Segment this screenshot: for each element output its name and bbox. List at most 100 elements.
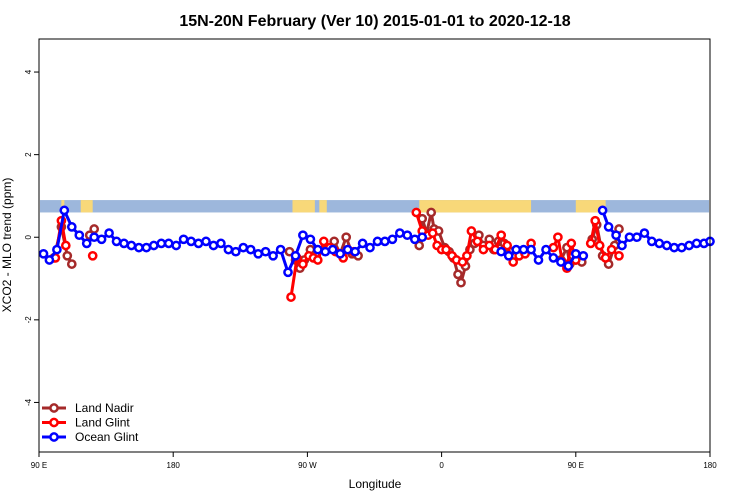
ocean-glint-point: [617, 240, 627, 251]
ocean-glint-point: [134, 242, 144, 253]
ocean-glint-point: [327, 244, 338, 255]
ocean-glint-point: [409, 234, 420, 245]
ocean-glint-point: [238, 242, 249, 253]
ocean-glint-point: [387, 234, 398, 245]
ocean-glint-point: [59, 205, 70, 216]
ocean-glint-point: [335, 248, 346, 259]
chart-title: 15N-20N February (Ver 10) 2015-01-01 to …: [179, 13, 570, 30]
ocean-glint-point: [342, 244, 353, 255]
ocean-glint-point: [394, 228, 405, 238]
ocean-glint-point: [216, 238, 226, 249]
x-tick-label-3: 0: [439, 461, 444, 470]
ocean-glint-point: [312, 244, 323, 255]
ocean-glint-point: [208, 240, 219, 251]
ocean-glint-point: [357, 238, 368, 249]
ocean-glint-point: [518, 244, 529, 255]
land-nadir-point: [426, 207, 437, 218]
ocean-glint-point: [81, 238, 92, 249]
ocean-glint-point: [372, 236, 383, 247]
ocean-glint-point: [66, 222, 77, 232]
ocean-glint-point: [533, 255, 544, 265]
ocean-glint-point: [104, 228, 114, 238]
ocean-glint-point: [171, 240, 182, 251]
ocean-glint-point: [578, 250, 589, 261]
land-ocean-band: [40, 200, 709, 213]
ocean-glint-point: [283, 267, 293, 278]
ocean-glint-point: [178, 234, 189, 245]
y-tick-label-3: 2: [24, 152, 33, 157]
ocean-glint-point: [44, 255, 55, 265]
land-glint-point: [600, 253, 611, 263]
ocean-glint-point: [141, 242, 152, 253]
land-segment-1: [80, 200, 93, 213]
land-nadir-point: [414, 240, 425, 251]
ocean-glint-point: [275, 244, 286, 255]
ocean-glint-point: [563, 261, 574, 271]
ocean-glint-point: [548, 253, 559, 263]
legend-marker-land-nadir: [49, 403, 59, 413]
land-glint-point: [286, 292, 296, 302]
land-glint-point: [87, 250, 98, 261]
ocean-glint-point: [380, 236, 390, 247]
plot-frame: [38, 38, 711, 453]
y-tick-label-4: 4: [24, 69, 33, 74]
ocean-glint-point: [541, 244, 551, 255]
land-nadir-point: [66, 259, 77, 269]
y-tick-label-0: -4: [24, 398, 33, 406]
ocean-glint-point: [603, 222, 614, 232]
ocean-glint-point: [298, 230, 308, 241]
land-glint-point: [466, 226, 477, 236]
land-glint-point: [427, 228, 438, 238]
land-glint-point: [548, 242, 559, 253]
ocean-glint-point: [350, 246, 360, 257]
land-glint-point: [508, 257, 519, 267]
ocean-glint-point: [268, 250, 278, 261]
series-ocean-glint: [38, 205, 715, 278]
land-glint-point: [411, 207, 422, 218]
ocean-glint-point: [253, 248, 264, 259]
ocean-glint-point: [148, 240, 159, 251]
x-tick-label-1: 180: [167, 461, 181, 470]
ocean-glint-point: [611, 230, 621, 241]
ocean-glint-point: [365, 242, 375, 253]
ocean-glint-point: [126, 240, 137, 251]
ocean-glint-point: [245, 244, 256, 255]
ocean-glint-point: [654, 238, 665, 249]
land-glint-point: [502, 240, 513, 251]
x-tick-label-2: 90 W: [298, 461, 317, 470]
ocean-glint-point: [201, 236, 211, 247]
ocean-glint-point: [96, 234, 107, 245]
ocean-glint-point: [556, 257, 566, 267]
legend-label-land-glint: Land Glint: [75, 416, 130, 430]
land-nadir-point: [456, 277, 466, 288]
x-tick-label-5: 180: [703, 461, 717, 470]
ocean-glint-point: [163, 238, 174, 249]
land-glint-point: [457, 257, 468, 267]
land-nadir-point: [62, 250, 73, 261]
ocean-glint-point: [669, 242, 680, 253]
series-layer: [38, 205, 715, 302]
ocean-glint-point: [597, 205, 608, 216]
land-segment-4: [419, 200, 532, 213]
land-nadir-point: [341, 232, 352, 243]
land-nadir-point: [453, 269, 463, 280]
ocean-glint-point: [193, 238, 204, 249]
ocean-glint-point: [496, 246, 507, 257]
y-axis-label: XCO2 - MLO trend (ppm): [0, 178, 14, 313]
legend-label-ocean-glint: Ocean Glint: [75, 430, 139, 444]
legend-marker-land-glint: [49, 417, 59, 428]
legend-marker-ocean-glint: [49, 432, 59, 442]
ocean-glint-point: [156, 238, 167, 249]
land-glint-point: [585, 238, 596, 249]
land-glint-point: [60, 240, 71, 251]
land-segment-2: [292, 200, 315, 213]
land-glint-point: [462, 250, 472, 261]
x-axis: 90 E 180 90 W 0 90 E 180: [31, 452, 717, 470]
ocean-glint-point: [119, 238, 129, 249]
land-glint-point: [318, 236, 329, 247]
ocean-glint-point: [503, 250, 514, 261]
y-tick-label-2: 0: [24, 234, 33, 239]
x-tick-label-4: 90 E: [568, 461, 584, 470]
ocean-glint-point: [624, 232, 635, 243]
